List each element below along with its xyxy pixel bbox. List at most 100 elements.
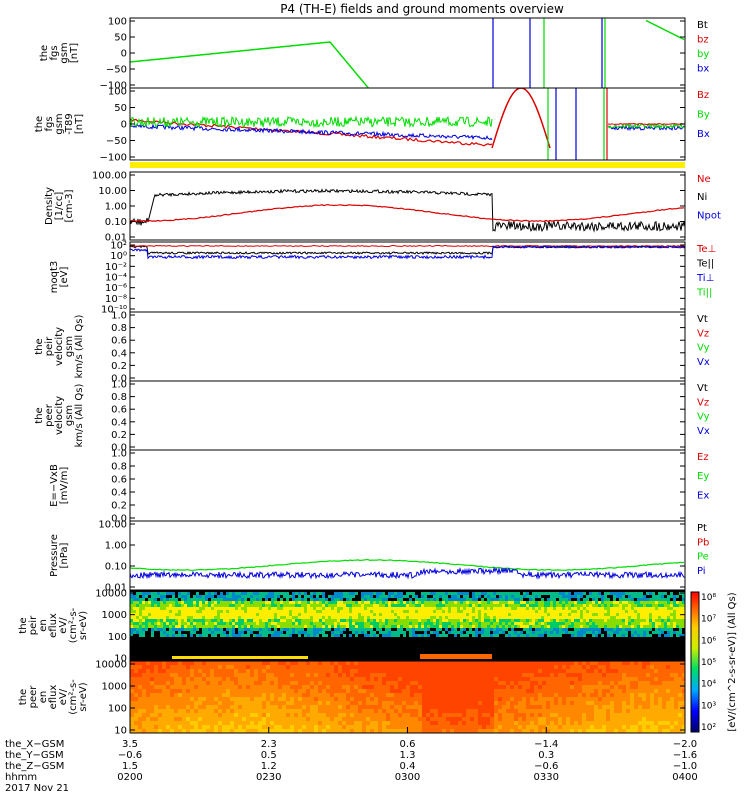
- y-axis-label: [eV]: [59, 267, 70, 288]
- xaxis-row-label: the_Z−GSM: [5, 761, 64, 772]
- y-tick-label: 1000: [102, 610, 127, 621]
- y-tick-label: 0.6: [111, 405, 127, 416]
- colorbar-tick-label: 10³: [701, 701, 716, 711]
- xaxis-value: 0400: [672, 772, 697, 783]
- xaxis-row-label: hhmm: [5, 772, 37, 783]
- legend-ez: Ez: [697, 452, 709, 463]
- y-tick-label: 0.8: [111, 392, 127, 403]
- y-tick-label: 10.00: [98, 186, 127, 197]
- legend-bt: Bt: [697, 20, 708, 31]
- y-tick-label: 0: [121, 120, 127, 131]
- panel-frame: [130, 312, 685, 381]
- y-tick-label: 0: [121, 49, 127, 60]
- xaxis-value: 1.3: [400, 750, 416, 761]
- y-tick-label: −50: [106, 136, 127, 147]
- y-axis-label: [nT]: [74, 114, 85, 134]
- y-tick-label: 0.2: [111, 361, 127, 372]
- xaxis-value: −2.0: [673, 739, 697, 750]
- plot-date: 2017 Nov 21: [5, 783, 69, 794]
- y-tick-label: 0.6: [111, 475, 127, 486]
- xaxis-value: 0.5: [261, 750, 277, 761]
- xaxis-value: −1.6: [673, 750, 697, 761]
- legend-pe: Pe: [697, 552, 709, 563]
- xaxis-value: 1.5: [122, 761, 138, 772]
- y-tick-label: 1000: [102, 682, 127, 693]
- y-tick-label: 0.4: [111, 417, 127, 428]
- legend-vz: Vz: [697, 328, 709, 339]
- y-tick-label: 10000: [95, 589, 127, 600]
- legend-npot: Npot: [697, 210, 721, 221]
- y-tick-label: 100: [108, 632, 127, 643]
- y-tick-label: 10: [114, 726, 127, 737]
- y-tick-label: 10.00: [98, 520, 127, 531]
- y-tick-label: 10²: [110, 241, 127, 252]
- y-tick-label: 0.2: [111, 430, 127, 441]
- legend-ni: Ni: [697, 192, 707, 203]
- colorbar-scale: [691, 592, 699, 732]
- xaxis-value: 0.6: [400, 739, 416, 750]
- colorbar-tick-label: 10⁵: [701, 658, 716, 668]
- legend-te: Te⊥: [696, 244, 716, 255]
- legend-vz: Vz: [697, 397, 709, 408]
- xaxis-value: −1.4: [534, 739, 558, 750]
- y-tick-label: 0.8: [111, 462, 127, 473]
- xaxis-value: −0.6: [534, 761, 558, 772]
- legend-pi: Pi: [697, 566, 706, 577]
- peer-heatmap: [130, 661, 686, 733]
- y-tick-label: 10⁻⁴: [105, 273, 127, 284]
- y-tick-label: 100.00: [92, 171, 127, 182]
- series-ne: [130, 205, 684, 222]
- colorbar-label: [eV/(cm^2-s-sr-eV)] (All Qs): [727, 592, 738, 731]
- y-tick-label: 100: [108, 704, 127, 715]
- y-tick-label: 0.4: [111, 348, 127, 359]
- y-axis-label: sr-eV): [78, 611, 89, 640]
- y-tick-label: 100: [108, 87, 127, 98]
- y-tick-label: 0.10: [105, 562, 127, 573]
- legend-bx: bx: [697, 64, 709, 75]
- xaxis-value: 0200: [117, 772, 142, 783]
- legend-vy: Vy: [697, 343, 710, 354]
- panel-frame: [130, 381, 685, 450]
- y-tick-label: 100: [108, 17, 127, 28]
- colorbar-tick-label: 10⁶: [701, 636, 716, 646]
- legend-bx: Bx: [697, 129, 710, 140]
- peir-band: [172, 656, 308, 659]
- y-tick-label: 10⁰: [110, 251, 127, 262]
- legend-by: by: [697, 49, 709, 60]
- xaxis-value: 0230: [256, 772, 281, 783]
- legend-ey: Ey: [697, 471, 709, 482]
- y-tick-label: 10000: [95, 660, 127, 671]
- panel-frame: [130, 521, 685, 590]
- legend-ti: Ti⊥: [696, 273, 714, 284]
- data-gap-strip: [130, 162, 685, 168]
- series-te-perp: [130, 246, 684, 247]
- xaxis-row-label: the_Y−GSM: [5, 750, 64, 761]
- legend-bz: bz: [697, 35, 709, 46]
- panel-frame: [130, 242, 685, 312]
- legend-bz: Bz: [697, 90, 709, 101]
- y-axis-label: [cm-3]: [64, 189, 75, 222]
- legend-ti: Ti||: [696, 288, 712, 299]
- legend-pb: Pb: [697, 537, 709, 548]
- y-tick-label: −50: [106, 65, 127, 76]
- xaxis-value: 1.2: [261, 761, 277, 772]
- series-pe: [130, 560, 684, 571]
- y-tick-label: −100: [100, 153, 127, 164]
- y-axis-label: [nT]: [69, 43, 80, 63]
- legend-ex: Ex: [697, 490, 709, 501]
- y-tick-label: 0.4: [111, 488, 127, 499]
- colorbar: [691, 592, 699, 732]
- series-bz: [492, 88, 550, 148]
- y-tick-label: 1.0: [111, 311, 127, 322]
- y-tick-label: 1.00: [105, 202, 127, 213]
- xaxis-value: 0.3: [538, 750, 554, 761]
- colorbar-tick-label: 10²: [701, 723, 716, 733]
- y-tick-label: 0.6: [111, 336, 127, 347]
- y-tick-label: 1.0: [111, 449, 127, 460]
- y-tick-label: 0.8: [111, 323, 127, 334]
- series-by: [130, 42, 374, 95]
- xaxis-value: −1.0: [673, 761, 697, 772]
- series-ni: [130, 190, 685, 231]
- legend-vx: Vx: [697, 357, 710, 368]
